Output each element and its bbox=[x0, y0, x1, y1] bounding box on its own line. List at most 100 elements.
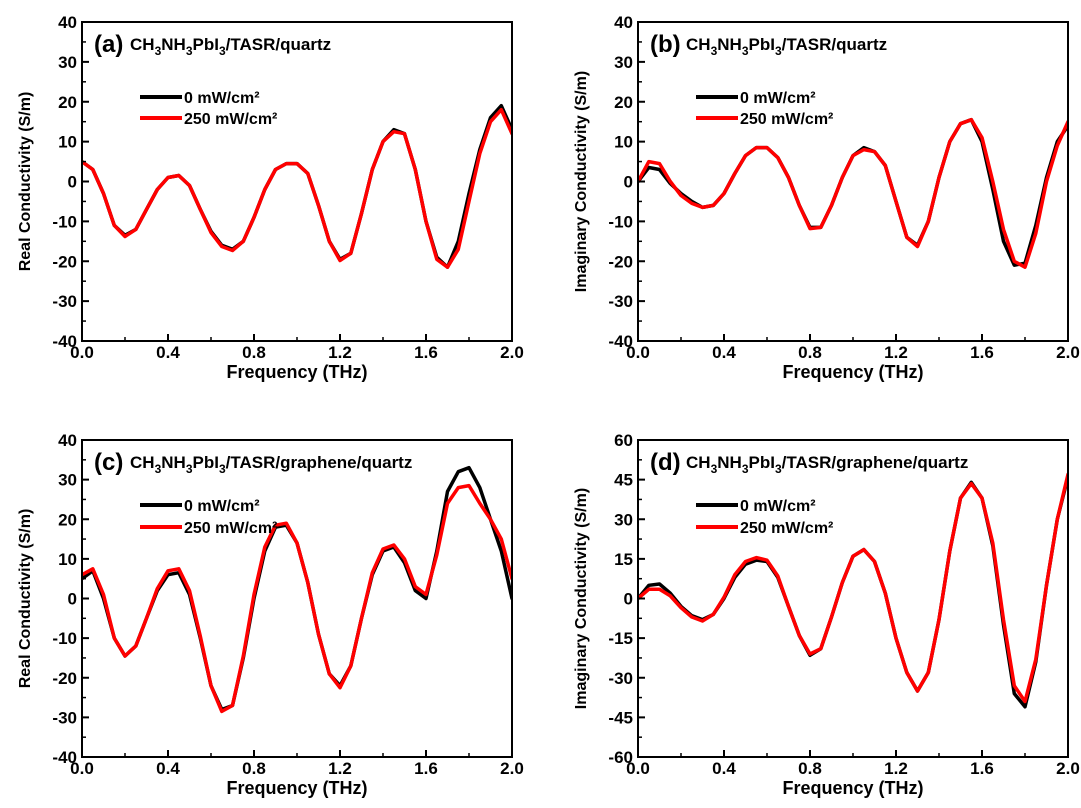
y-tick-label: 20 bbox=[58, 93, 77, 112]
y-tick-label: -45 bbox=[608, 708, 633, 727]
y-tick-label: 30 bbox=[614, 510, 633, 529]
y-tick-label: -20 bbox=[52, 252, 77, 271]
x-tick-label: 0.4 bbox=[712, 759, 736, 778]
y-tick-label: -30 bbox=[608, 669, 633, 688]
title-subscript: 3 bbox=[711, 462, 718, 476]
x-tick-label: 2.0 bbox=[1056, 759, 1080, 778]
y-tick-label: -10 bbox=[608, 212, 633, 231]
title-subscript: 3 bbox=[219, 44, 226, 58]
title-segment: NH bbox=[717, 35, 742, 54]
title-subscript: 3 bbox=[775, 462, 782, 476]
y-tick-label: 40 bbox=[614, 13, 633, 32]
x-tick-label: 0.4 bbox=[156, 343, 180, 362]
title-subscript: 3 bbox=[186, 44, 193, 58]
y-axis-label: Real Conductivity (S/m) bbox=[17, 92, 34, 272]
plot-frame bbox=[637, 21, 1069, 342]
x-tick-label: 1.6 bbox=[414, 343, 438, 362]
x-tick-label: 2.0 bbox=[500, 343, 524, 362]
title-subscript: 3 bbox=[742, 462, 749, 476]
title-segment: CH bbox=[130, 453, 155, 472]
y-tick-label: -60 bbox=[608, 748, 633, 767]
x-axis-label: Frequency (THz) bbox=[226, 778, 367, 798]
y-tick-label: -10 bbox=[52, 629, 77, 648]
y-tick-label: 10 bbox=[58, 133, 77, 152]
series-line-dark bbox=[638, 117, 1068, 267]
title-segment: NH bbox=[161, 35, 186, 54]
title-segment: /TASR/quartz bbox=[782, 35, 887, 54]
x-tick-label: 0.0 bbox=[626, 759, 650, 778]
x-tick-label: 0.4 bbox=[156, 759, 180, 778]
y-tick-label: 30 bbox=[58, 471, 77, 490]
x-tick-label: 0.8 bbox=[798, 759, 822, 778]
x-axis-label: Frequency (THz) bbox=[782, 778, 923, 798]
chart-panel-a: 0.0 0.4 0.8 1.2 1.6 2.0 -40 -30 -20 -10 0 10 20 30 40 F… bbox=[17, 13, 524, 382]
chart-panel-c: 0.0 0.4 0.8 1.2 1.6 2.0 -40 -30 -20 -10 0 10 20 30 40 F… bbox=[17, 431, 524, 798]
series-line-illuminated bbox=[638, 117, 1068, 269]
y-tick-label: 30 bbox=[58, 53, 77, 72]
panel-label: (d) bbox=[650, 449, 681, 476]
panel-title: CH3NH3PbI3/TASR/graphene/quartz bbox=[130, 453, 412, 476]
x-tick-label: 0.0 bbox=[70, 343, 94, 362]
y-tick-label: 45 bbox=[614, 471, 633, 490]
plot-frame bbox=[637, 439, 1069, 758]
title-subscript: 3 bbox=[219, 462, 226, 476]
y-tick-label: 40 bbox=[58, 13, 77, 32]
x-tick-label: 1.2 bbox=[884, 759, 908, 778]
y-tick-label: 30 bbox=[614, 53, 633, 72]
panel-title: CH3NH3PbI3/TASR/quartz bbox=[130, 35, 331, 58]
x-tick-label: 1.6 bbox=[970, 343, 994, 362]
legend-label: 0 mW/cm² bbox=[184, 498, 260, 515]
x-tick-label: 0.8 bbox=[798, 343, 822, 362]
legend-label: 250 mW/cm² bbox=[184, 520, 277, 537]
x-tick-label: 2.0 bbox=[1056, 343, 1080, 362]
y-tick-label: 10 bbox=[58, 550, 77, 569]
y-axis-label: Real Conductivity (S/m) bbox=[17, 509, 34, 689]
y-tick-label: 60 bbox=[614, 431, 633, 450]
y-tick-label: 0 bbox=[68, 173, 77, 192]
y-tick-label: 0 bbox=[624, 173, 633, 192]
y-tick-label: -40 bbox=[52, 748, 77, 767]
legend-label: 0 mW/cm² bbox=[740, 498, 816, 515]
title-segment: CH bbox=[686, 453, 711, 472]
legend-label: 0 mW/cm² bbox=[740, 90, 816, 107]
x-tick-label: 2.0 bbox=[500, 759, 524, 778]
title-subscript: 3 bbox=[742, 44, 749, 58]
y-tick-label: 0 bbox=[624, 590, 633, 609]
title-segment: PbI bbox=[749, 453, 775, 472]
legend-label: 250 mW/cm² bbox=[740, 111, 833, 128]
series-line-illuminated bbox=[638, 472, 1068, 704]
panel-label: (a) bbox=[94, 31, 123, 58]
y-tick-label: 40 bbox=[58, 431, 77, 450]
y-tick-label: 10 bbox=[614, 133, 633, 152]
chart-panel-b: 0.0 0.4 0.8 1.2 1.6 2.0 -40 -30 -20 -10 0 10 20 30 40 F… bbox=[573, 13, 1080, 382]
y-tick-label: -40 bbox=[52, 332, 77, 351]
title-segment: PbI bbox=[193, 453, 219, 472]
plot-frame bbox=[81, 439, 513, 758]
x-axis-label: Frequency (THz) bbox=[782, 362, 923, 382]
title-segment: /TASR/quartz bbox=[226, 35, 331, 54]
x-tick-label: 1.2 bbox=[884, 343, 908, 362]
title-segment: /TASR/graphene/quartz bbox=[226, 453, 413, 472]
x-tick-label: 1.2 bbox=[328, 343, 352, 362]
title-segment: PbI bbox=[749, 35, 775, 54]
y-tick-label: -15 bbox=[608, 629, 633, 648]
y-tick-label: -40 bbox=[608, 332, 633, 351]
y-tick-label: -20 bbox=[608, 252, 633, 271]
y-tick-label: 15 bbox=[614, 550, 633, 569]
legend-label: 0 mW/cm² bbox=[184, 90, 260, 107]
y-tick-label: -30 bbox=[52, 292, 77, 311]
x-tick-label: 0.8 bbox=[242, 343, 266, 362]
x-tick-label: 0.0 bbox=[70, 759, 94, 778]
title-segment: CH bbox=[130, 35, 155, 54]
x-tick-label: 0.8 bbox=[242, 759, 266, 778]
x-tick-label: 1.6 bbox=[970, 759, 994, 778]
legend-label: 250 mW/cm² bbox=[740, 520, 833, 537]
x-axis-label: Frequency (THz) bbox=[226, 362, 367, 382]
title-subscript: 3 bbox=[711, 44, 718, 58]
series-line-illuminated bbox=[82, 107, 512, 269]
series-line-dark bbox=[638, 475, 1068, 709]
title-segment: NH bbox=[161, 453, 186, 472]
series-line-illuminated bbox=[82, 483, 512, 714]
y-tick-label: 20 bbox=[614, 93, 633, 112]
